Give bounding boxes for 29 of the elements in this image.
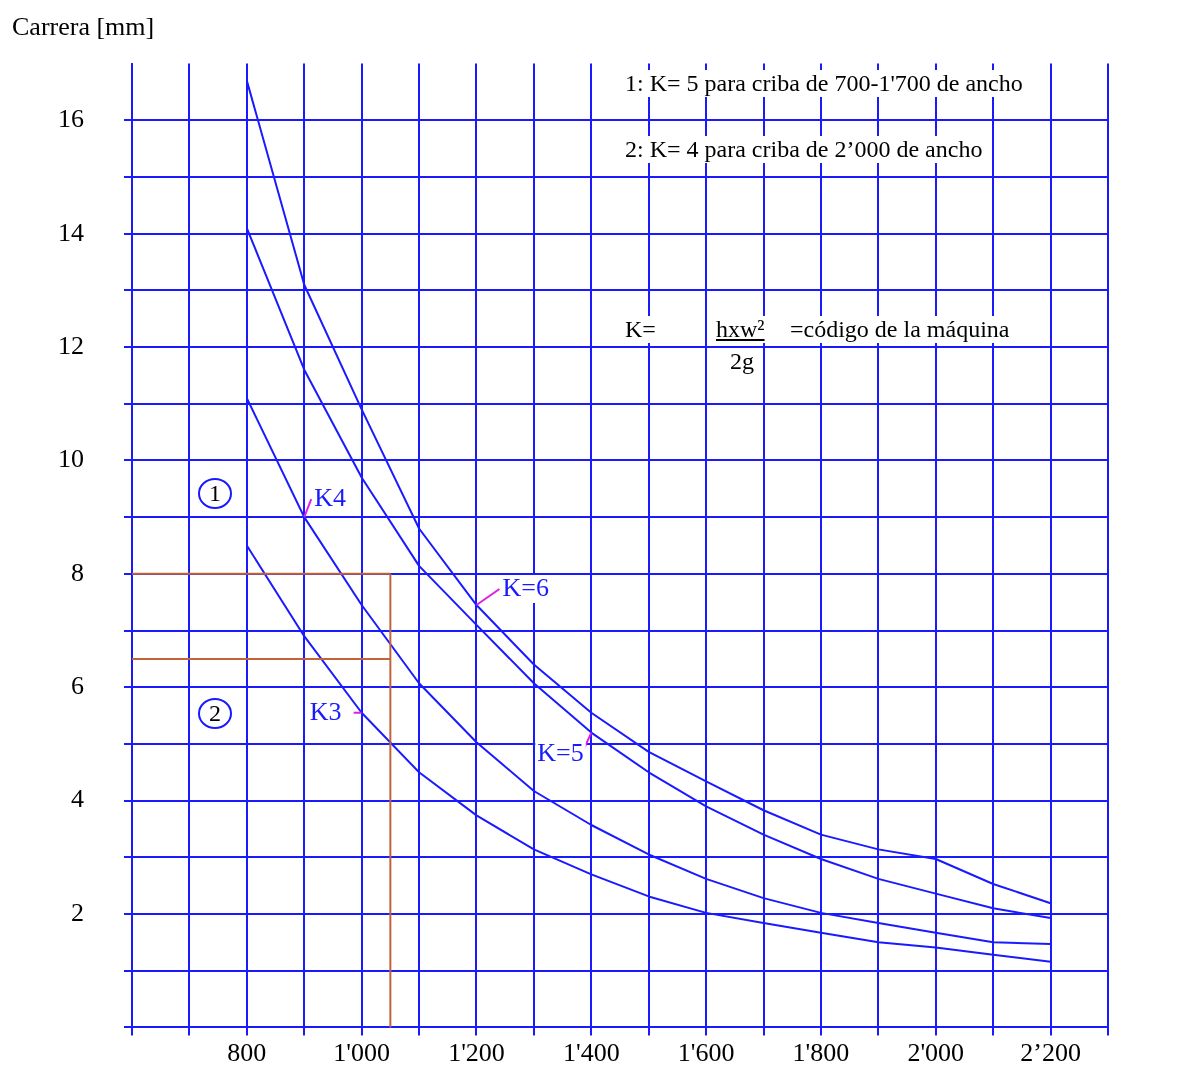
series-label: K=5	[537, 738, 584, 768]
annotation: 2	[198, 698, 232, 729]
y-tick-label: 4	[71, 784, 84, 814]
y-tick-label: 2	[71, 897, 84, 927]
annotation: =código de la máquina	[788, 316, 1012, 343]
series-label: K=6	[502, 572, 549, 602]
annotation: 1: K= 5 para criba de 700-1'700 de ancho	[623, 70, 1025, 97]
x-tick-label: 1'200	[448, 1037, 505, 1067]
y-tick-label: 14	[58, 217, 84, 247]
y-tick-label: 16	[58, 104, 84, 134]
x-tick-label: 1'800	[792, 1037, 850, 1067]
series-label: K4	[314, 482, 347, 512]
y-axis-title: Carrera [mm]	[12, 12, 155, 42]
x-tick-label: 2’200	[1020, 1037, 1081, 1067]
y-tick-label: 10	[58, 444, 84, 474]
annotation: 2: K= 4 para criba de 2’000 de ancho	[623, 136, 985, 163]
annotation: 1	[198, 478, 232, 509]
y-tick-label: 8	[71, 557, 84, 587]
x-tick-label: 2'000	[907, 1037, 965, 1067]
x-tick-label: 1'000	[333, 1037, 390, 1067]
annotation: hxw²	[714, 316, 767, 343]
x-tick-label: 1'600	[677, 1037, 735, 1067]
x-tick-label: 1'400	[562, 1037, 620, 1067]
y-tick-label: 6	[71, 671, 84, 701]
y-tick-label: 12	[58, 330, 84, 360]
series-label: K3	[309, 696, 342, 726]
annotation: K=	[623, 316, 658, 343]
annotation: 2g	[728, 348, 756, 375]
x-tick-label: 800	[227, 1037, 267, 1067]
